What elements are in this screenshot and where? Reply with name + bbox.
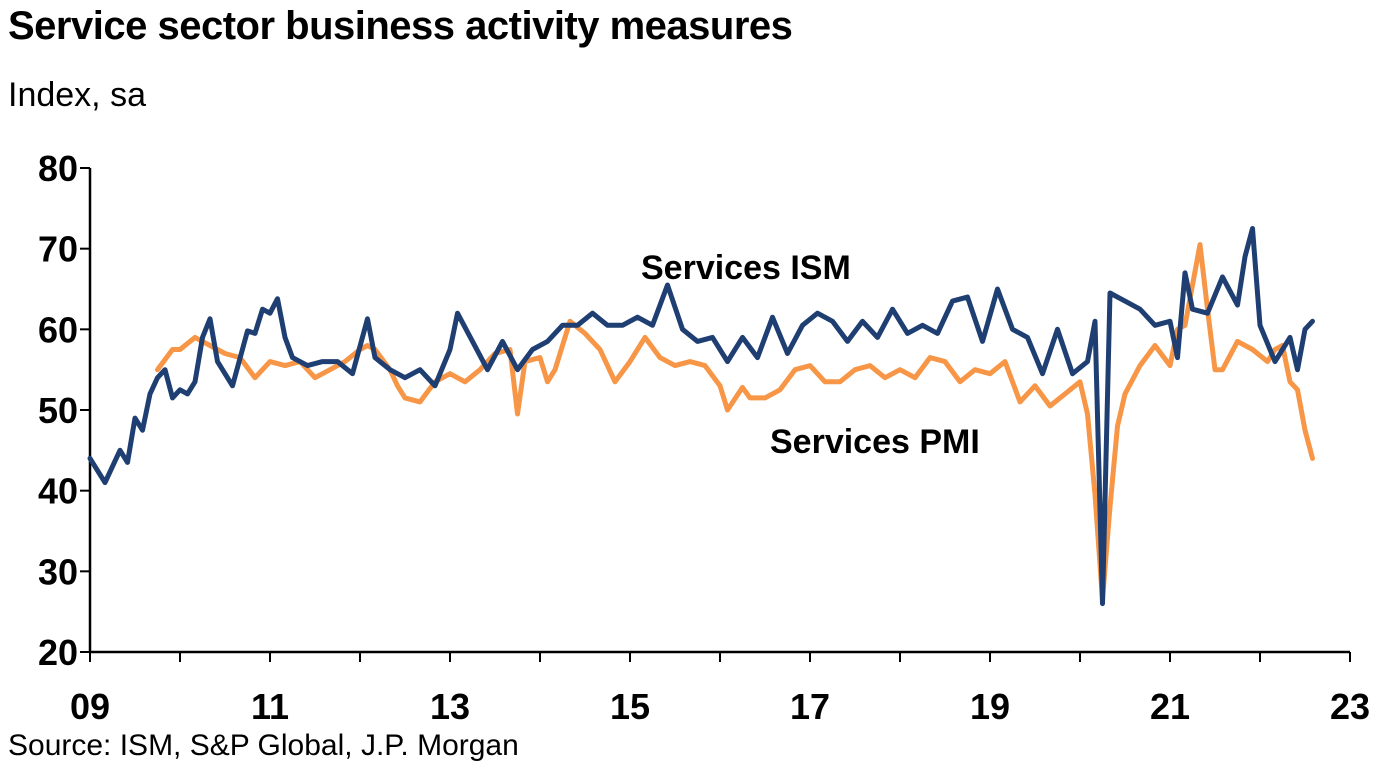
y-tick-label: 70 — [38, 229, 78, 270]
x-tick-label: 23 — [1330, 686, 1370, 727]
x-tick-label: 15 — [610, 686, 650, 727]
chart-subtitle: Index, sa — [8, 76, 146, 114]
y-tick-label: 20 — [38, 632, 78, 673]
y-tick-label: 80 — [38, 148, 78, 189]
y-tick-label: 50 — [38, 390, 78, 431]
y-axis-ticks: 80 70 60 50 40 30 20 — [38, 148, 90, 673]
y-tick-label: 30 — [38, 551, 78, 592]
series-label-services-pmi: Services PMI — [770, 423, 980, 461]
chart-title: Service sector business activity measure… — [8, 4, 793, 48]
x-tick-label: 13 — [430, 686, 470, 727]
x-tick-label: 19 — [970, 686, 1010, 727]
x-axis-ticks: 09 11 13 15 17 19 21 23 — [70, 652, 1370, 727]
series-line-services-ism — [87, 226, 1315, 607]
x-tick-label: 11 — [251, 686, 289, 727]
series-lines — [87, 226, 1315, 607]
x-tick-label: 17 — [790, 686, 830, 727]
chart-axes — [88, 168, 1350, 654]
series-line-services-pmi — [155, 242, 1315, 603]
series-label-services-ism: Services ISM — [641, 249, 851, 287]
y-tick-label: 40 — [38, 471, 78, 512]
x-tick-label: 09 — [70, 686, 110, 727]
source-note: Source: ISM, S&P Global, J.P. Morgan — [8, 729, 519, 762]
y-tick-label: 60 — [38, 309, 78, 350]
x-tick-label: 21 — [1150, 686, 1190, 727]
